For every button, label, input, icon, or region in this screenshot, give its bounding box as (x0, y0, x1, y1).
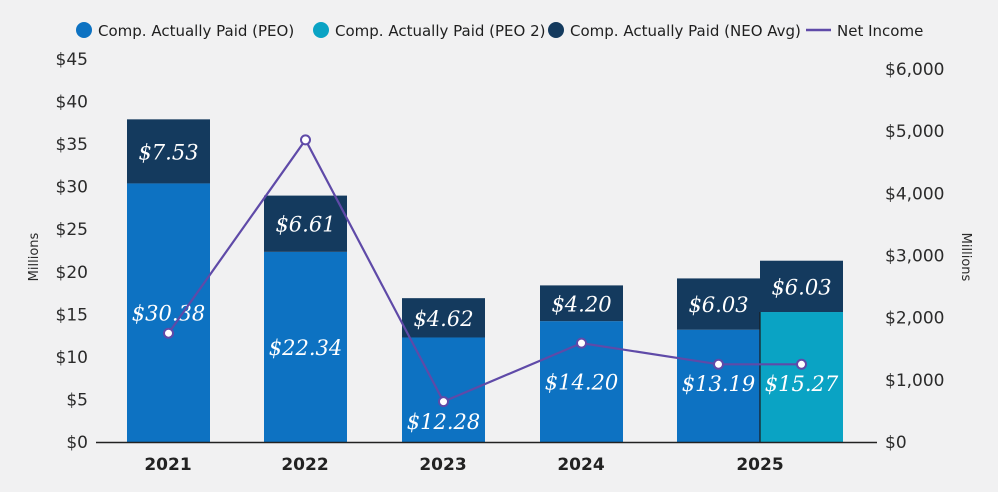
y-left-tick-label: $10 (56, 348, 88, 368)
y-right-tick-label: $6,000 (885, 60, 944, 80)
bar-segment-neo-avg (127, 119, 210, 184)
bar-value-label: $4.62 (413, 307, 473, 331)
legend: Comp. Actually Paid (PEO) Comp. Actually … (76, 22, 923, 40)
net-income-series-line (167, 137, 802, 403)
x-tick-label: 2025 (736, 455, 783, 475)
y-left-tick-label: $0 (66, 433, 88, 453)
legend-swatch (76, 22, 92, 38)
x-tick-label: 2024 (557, 455, 604, 475)
bar-labels: $7.53 $30.38 $6.61 $22.34 $4.62 $12.28 $4.20 $1… (132, 140, 839, 434)
net-income-point (300, 134, 311, 146)
bar-segment-neo-avg (760, 260, 843, 313)
y-right-tick-label: $3,000 (885, 247, 944, 267)
legend-label: Comp. Actually Paid (PEO 2) (335, 22, 546, 40)
bar-segment-peo (264, 251, 347, 442)
bar-segment-peo (127, 183, 210, 443)
bar-segment-neo-avg (677, 278, 760, 330)
legend-label: Comp. Actually Paid (NEO Avg) (570, 22, 801, 40)
legend-label: Comp. Actually Paid (PEO) (98, 22, 294, 40)
legend-item: Comp. Actually Paid (PEO) (76, 22, 294, 40)
x-tick-label: 2021 (144, 455, 191, 475)
y-right-axis-title: Millions (958, 233, 973, 282)
y-right-tick-label: $5,000 (885, 122, 944, 142)
net-income-point (713, 358, 724, 370)
bar-value-label: $13.19 (682, 372, 755, 396)
y-right-tick-label: $2,000 (885, 309, 944, 329)
x-tick-label: 2022 (281, 455, 328, 475)
y-left-tick-label: $5 (66, 390, 88, 410)
x-tick-label: 2023 (419, 455, 466, 475)
net-income-point (796, 358, 807, 370)
bar-value-label: $30.38 (132, 302, 205, 326)
y-axis-left: $0 $5 $10 $15 $20 $25 $30 $35 $40 $45 Millions (27, 50, 88, 453)
bar-value-label: $7.53 (138, 140, 198, 164)
y-left-tick-label: $15 (56, 305, 88, 325)
bar-value-label: $12.28 (407, 410, 480, 434)
bar-value-label: $6.61 (275, 213, 335, 237)
legend-swatch (313, 22, 329, 38)
bar-value-label: $14.20 (545, 371, 618, 395)
y-right-tick-label: $1,000 (885, 371, 944, 391)
bar-value-label: $15.27 (765, 372, 839, 396)
legend-label: Net Income (837, 22, 923, 40)
bar-segment-peo (677, 329, 760, 442)
net-income-line (163, 134, 807, 408)
y-left-tick-label: $45 (56, 50, 88, 70)
net-income-point (576, 337, 587, 349)
y-left-tick-label: $30 (56, 178, 88, 198)
y-left-tick-label: $40 (56, 93, 88, 113)
bar-segment-neo-avg (540, 285, 623, 322)
bars (127, 119, 843, 443)
y-left-axis-title: Millions (27, 232, 42, 281)
y-left-tick-label: $35 (56, 135, 88, 155)
net-income-point (163, 327, 174, 339)
bar-value-label: $6.03 (771, 275, 831, 299)
legend-item: Net Income (806, 22, 923, 40)
y-left-tick-label: $20 (56, 263, 88, 283)
bar-segment-neo-avg (402, 298, 485, 338)
y-right-tick-label: $4,000 (885, 184, 944, 204)
legend-item: Comp. Actually Paid (NEO Avg) (548, 22, 801, 40)
bar-segment-neo-avg (264, 195, 347, 252)
legend-swatch (548, 22, 564, 38)
y-left-tick-label: $25 (56, 220, 88, 240)
net-income-point (438, 396, 449, 408)
bar-value-label: $22.34 (269, 336, 342, 360)
bar-value-label: $4.20 (551, 292, 611, 316)
y-right-tick-label: $0 (885, 433, 907, 453)
y-axis-right: $0 $1,000 $2,000 $3,000 $4,000 $5,000 $6,000 Mi… (885, 60, 973, 453)
bar-segment-peo2 (760, 312, 843, 442)
bar-value-label: $6.03 (688, 293, 748, 317)
x-axis: 2021 2022 2023 2024 2025 (96, 441, 877, 475)
legend-item: Comp. Actually Paid (PEO 2) (313, 22, 546, 40)
